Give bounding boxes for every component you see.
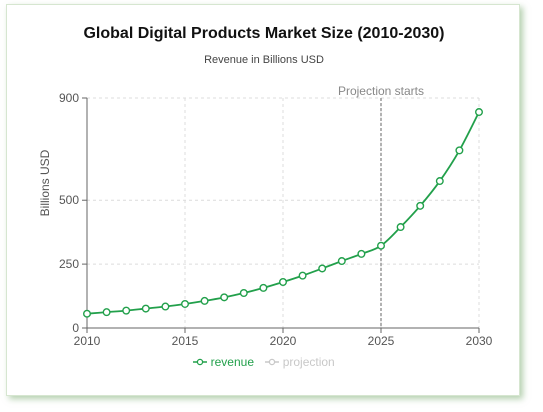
y-tick-label-900: 900	[59, 91, 79, 105]
data-point-2029	[455, 146, 464, 155]
data-point-2017	[220, 293, 229, 302]
data-point-2024	[357, 249, 366, 258]
legend: revenue projection	[7, 355, 521, 369]
data-point-2025	[377, 241, 386, 250]
data-point-2015	[180, 299, 189, 308]
grid-lines	[87, 97, 480, 328]
data-point-2027	[416, 201, 425, 210]
data-point-2019	[259, 283, 268, 292]
chart-card: Global Digital Products Market Size (201…	[6, 4, 520, 396]
y-tick-label-250: 250	[59, 257, 79, 271]
projection-annotation: Projection starts	[338, 84, 424, 328]
y-tick-label-500: 500	[59, 193, 79, 207]
legend-label-revenue: revenue	[210, 355, 254, 369]
data-point-2028	[435, 177, 444, 186]
chart-subtitle: Revenue in Billions USD	[204, 54, 324, 66]
data-point-2020	[279, 278, 288, 287]
x-tick-label-2030: 2030	[466, 334, 493, 348]
legend-item-revenue[interactable]: revenue	[193, 355, 254, 369]
data-point-2022	[318, 264, 327, 273]
data-point-2030	[475, 108, 484, 117]
x-tick-label-2025: 2025	[368, 334, 395, 348]
line-chart: 0 250 500 900 2010 2015 2020 2025 2030 Projectio…	[38, 84, 493, 348]
data-point-2014	[161, 302, 170, 311]
chart-title: Global Digital Products Market Size (201…	[83, 25, 445, 42]
data-point-2021	[298, 271, 307, 280]
data-point-2016	[200, 296, 209, 305]
data-point-2012	[122, 306, 131, 315]
x-tick-label-2015: 2015	[172, 334, 199, 348]
data-point-2010	[82, 309, 91, 318]
legend-label-projection: projection	[282, 355, 335, 369]
legend-marker-projection	[265, 358, 280, 366]
data-point-2013	[141, 304, 150, 313]
legend-item-projection[interactable]: projection	[265, 355, 335, 369]
legend-marker-revenue	[193, 358, 208, 366]
y-tick-label-0: 0	[72, 321, 79, 335]
data-point-2011	[102, 308, 111, 317]
data-point-2018	[239, 288, 248, 297]
axes: 0 250 500 900 2010 2015 2020 2025 2030	[59, 91, 493, 348]
x-tick-label-2010: 2010	[74, 334, 101, 348]
series-layer	[82, 108, 484, 318]
data-point-2023	[337, 257, 346, 266]
y-axis-label: Billions USD	[38, 149, 52, 216]
x-tick-label-2020: 2020	[270, 334, 297, 348]
projection-label: Projection starts	[338, 84, 424, 98]
data-point-2026	[396, 223, 405, 232]
